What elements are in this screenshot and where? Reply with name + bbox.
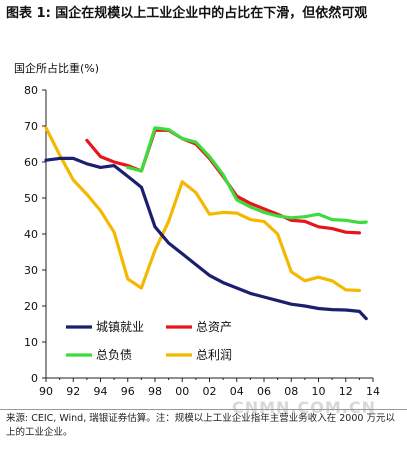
y-tick-label: 20 xyxy=(24,300,38,313)
x-tick-label: 12 xyxy=(339,385,353,398)
y-axis-label: 国企所占比重(%) xyxy=(14,62,100,75)
watermark: CNMN.COM.CN xyxy=(232,398,376,417)
x-tick-label: 14 xyxy=(366,385,380,398)
x-tick-label: 90 xyxy=(39,385,53,398)
chart-series xyxy=(44,126,368,321)
y-tick-label: 0 xyxy=(31,372,38,385)
x-tick-label: 04 xyxy=(230,385,244,398)
y-tick-label: 50 xyxy=(24,192,38,205)
y-tick-label: 40 xyxy=(24,228,38,241)
legend-label: 总负债 xyxy=(96,348,132,362)
series-line-城镇就业 xyxy=(44,156,368,321)
x-tick-label: 96 xyxy=(121,385,135,398)
y-tick-label: 70 xyxy=(24,120,38,133)
chart-title: 图表 1: 国企在规模以上工业企业中的占比在下滑，但依然可观 xyxy=(6,6,368,21)
x-tick-label: 08 xyxy=(284,385,298,398)
x-tick-label: 06 xyxy=(257,385,271,398)
series-line-总利润 xyxy=(44,126,361,293)
y-tick-label: 30 xyxy=(24,264,38,277)
x-tick-label: 00 xyxy=(175,385,189,398)
source-note: 来源: CEIC, Wind, 瑞银证券估算。注：规模以上工业企业指年主营业务收… xyxy=(6,413,395,438)
line-chart: 0 10 20 30 40 50 60 70 80 90 92 94 96 98 00 02 04 06 08 10 1… xyxy=(24,84,380,398)
series-line-总资产 xyxy=(85,128,361,235)
x-tick-label: 98 xyxy=(148,385,162,398)
chart-axes: 0 10 20 30 40 50 60 70 80 90 92 94 96 98 00 02 04 06 08 10 1… xyxy=(24,84,380,398)
legend-label: 总利润 xyxy=(196,348,232,362)
y-tick-label: 80 xyxy=(24,84,38,97)
series-line-总负债 xyxy=(126,126,368,225)
x-tick-label: 02 xyxy=(203,385,217,398)
x-tick-label: 92 xyxy=(66,385,80,398)
legend-label: 城镇就业 xyxy=(96,320,144,334)
y-tick-label: 60 xyxy=(24,156,38,169)
legend-label: 总资产 xyxy=(196,320,232,334)
y-tick-label: 10 xyxy=(24,336,38,349)
footer-divider xyxy=(0,409,407,410)
x-tick-label: 10 xyxy=(312,385,326,398)
x-tick-label: 94 xyxy=(94,385,108,398)
